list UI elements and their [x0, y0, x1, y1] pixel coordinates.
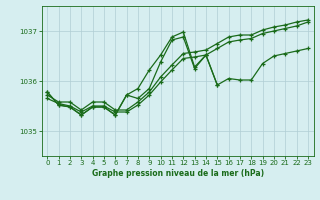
X-axis label: Graphe pression niveau de la mer (hPa): Graphe pression niveau de la mer (hPa) [92, 169, 264, 178]
